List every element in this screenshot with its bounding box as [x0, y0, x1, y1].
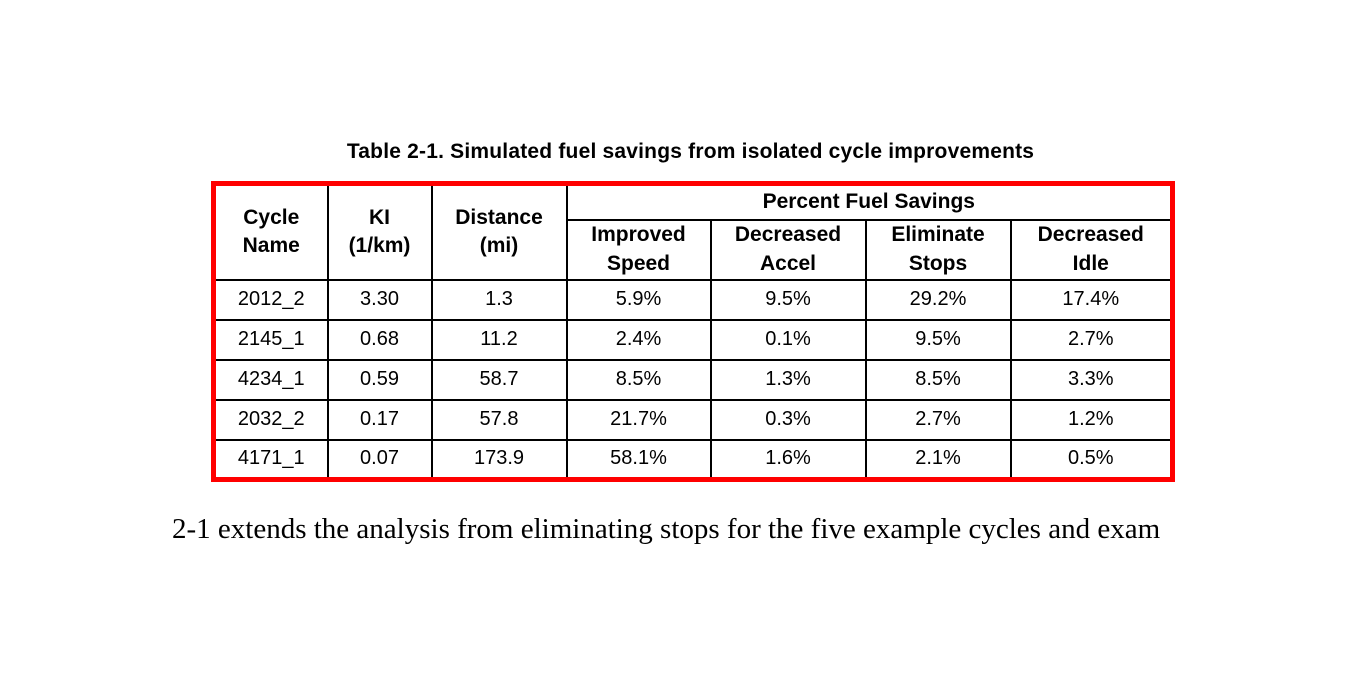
table-cell-decreased-accel: 0.3% — [709, 398, 867, 441]
table-cell-eliminate-stops: 2.1% — [864, 438, 1012, 481]
table-cell-cycle-name: 4171_1 — [212, 438, 329, 481]
table-cell-eliminate-stops: 2.7% — [864, 398, 1012, 441]
table-cell-cycle-name: 2032_2 — [212, 398, 329, 441]
table-cell-cycle-name: 2145_1 — [212, 318, 329, 361]
table-cell-improved-speed: 58.1% — [565, 438, 712, 481]
header-cell-decreased-accel: Decreased Accel — [709, 218, 867, 281]
table-cell-eliminate-stops: 9.5% — [864, 318, 1012, 361]
fuel-savings-table: Cycle Name KI (1/km) Distance (mi) Perce… — [211, 181, 1176, 482]
table-cell-ki: 0.68 — [326, 318, 433, 361]
table-cell-decreased-accel: 1.6% — [709, 438, 867, 481]
table-cell-decreased-accel: 0.1% — [709, 318, 867, 361]
table-cell-decreased-idle: 2.7% — [1009, 318, 1174, 361]
table-row: 2012_2 3.30 1.3 5.9% 9.5% 29.2% 17.4% — [212, 278, 1174, 321]
table-cell-decreased-idle: 17.4% — [1009, 278, 1174, 321]
table-cell-eliminate-stops: 29.2% — [864, 278, 1012, 321]
table-cell-decreased-idle: 0.5% — [1009, 438, 1174, 481]
header-cell-improved-speed: Improved Speed — [565, 218, 712, 281]
table-cell-cycle-name: 2012_2 — [212, 278, 329, 321]
header-cell-decreased-idle: Decreased Idle — [1009, 218, 1174, 281]
table-cell-distance: 58.7 — [430, 358, 568, 401]
header-row-top: Cycle Name KI (1/km) Distance (mi) Perce… — [212, 182, 1174, 281]
table-cell-distance: 57.8 — [430, 398, 568, 441]
header-cell-percent-fuel-savings: Percent Fuel Savings — [565, 182, 1174, 221]
table-cell-improved-speed: 21.7% — [565, 398, 712, 441]
table-cell-distance: 1.3 — [430, 278, 568, 321]
table-row: 4234_1 0.59 58.7 8.5% 1.3% 8.5% 3.3% — [212, 358, 1174, 401]
table-cell-cycle-name: 4234_1 — [212, 358, 329, 401]
table-cell-improved-speed: 2.4% — [565, 318, 712, 361]
header-cell-eliminate-stops: Eliminate Stops — [864, 218, 1012, 281]
table-row: 2145_1 0.68 11.2 2.4% 0.1% 9.5% 2.7% — [212, 318, 1174, 361]
header-cell-cycle-name: Cycle Name — [212, 182, 329, 281]
table-row: 2032_2 0.17 57.8 21.7% 0.3% 2.7% 1.2% — [212, 398, 1174, 441]
table-cell-ki: 0.59 — [326, 358, 433, 401]
header-row-sub: Improved Speed Decreased Accel Eliminate… — [214, 218, 1174, 281]
table-cell-ki: 0.07 — [326, 438, 433, 481]
table-cell-decreased-accel: 1.3% — [709, 358, 867, 401]
table-cell-distance: 173.9 — [430, 438, 568, 481]
table-cell-decreased-accel: 9.5% — [709, 278, 867, 321]
body-text: 2-1 extends the analysis from eliminatin… — [172, 513, 1161, 545]
table-cell-eliminate-stops: 8.5% — [864, 358, 1012, 401]
table-cell-ki: 3.30 — [326, 278, 433, 321]
table-cell-ki: 0.17 — [326, 398, 433, 441]
table-cell-improved-speed: 8.5% — [565, 358, 712, 401]
table-cell-decreased-idle: 3.3% — [1009, 358, 1174, 401]
table-cell-improved-speed: 5.9% — [565, 278, 712, 321]
header-cell-distance: Distance (mi) — [430, 182, 568, 281]
table-cell-distance: 11.2 — [430, 318, 568, 361]
table-cell-decreased-idle: 1.2% — [1009, 398, 1174, 441]
table-caption: Table 2-1. Simulated fuel savings from i… — [346, 140, 1035, 163]
table-row: 4171_1 0.07 173.9 58.1% 1.6% 2.1% 0.5% — [212, 438, 1174, 481]
header-cell-ki: KI (1/km) — [326, 182, 433, 281]
